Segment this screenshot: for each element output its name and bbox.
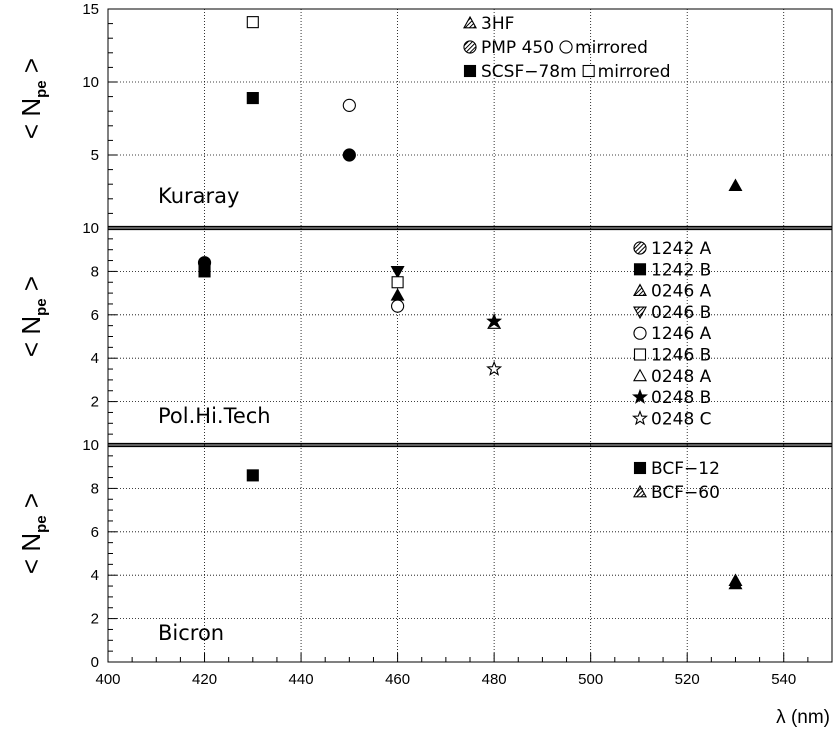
data-point	[391, 276, 404, 289]
legend-label: 1246 A	[651, 324, 712, 344]
x-axis-label: λ (nm)	[776, 707, 830, 728]
legend-marker	[633, 461, 647, 475]
data-point	[486, 360, 503, 376]
panel-name-label: Kuraray	[158, 184, 239, 208]
y-tick-label: 6	[91, 307, 99, 324]
legend-marker	[633, 263, 647, 276]
data-point	[342, 148, 356, 162]
y-tick-label: 4	[91, 567, 99, 584]
legend-label: BCF−12	[651, 459, 720, 479]
data-point	[342, 98, 356, 112]
data-point	[246, 469, 259, 482]
legend-label: 1242 B	[651, 260, 711, 280]
data-point	[246, 16, 259, 29]
y-tick-label: 8	[91, 480, 99, 497]
legend-label: 0248 B	[651, 388, 711, 408]
x-tick-label: 440	[289, 671, 314, 688]
legend-label: 0246 B	[651, 303, 711, 323]
panel-name-label: Pol.Hi.Tech	[158, 404, 271, 428]
y-tick-label: 0	[91, 654, 99, 671]
data-point	[390, 288, 405, 301]
legend-marker	[632, 410, 648, 426]
data-point	[728, 178, 743, 192]
legend-marker	[582, 64, 595, 78]
data-point	[391, 299, 405, 313]
legend-label: PMP 450	[481, 38, 554, 58]
y-axis-label: < Npe >	[16, 276, 50, 357]
legend-marker	[463, 15, 477, 29]
panel-kuraray: 5 10 15 < Npe > Kuraray 3HF PMP 450 mirrored SCS…	[16, 1, 833, 229]
x-tick-label: 400	[95, 671, 120, 688]
x-tick-label: 500	[578, 671, 603, 688]
y-tick-label: 10	[82, 74, 99, 91]
legend-label: mirrored	[575, 38, 648, 58]
legend-marker	[632, 388, 648, 404]
legend-label: mirrored	[598, 62, 671, 82]
data-point	[486, 312, 503, 329]
legend-label: 1242 A	[651, 239, 712, 259]
x-tick-label: 460	[385, 671, 410, 688]
panel-name-label: Bicron	[158, 621, 224, 645]
x-tick-label: 540	[771, 671, 796, 688]
legend-marker	[633, 326, 647, 340]
y-tick-label: 10	[82, 437, 99, 454]
legend-label: 0248 A	[651, 367, 712, 387]
legend-marker	[633, 283, 647, 296]
y-axis-label: < Npe >	[16, 493, 50, 574]
legend-marker	[633, 306, 647, 320]
y-tick-label: 10	[82, 220, 99, 237]
legend-marker	[633, 368, 647, 382]
data-point	[198, 265, 211, 278]
legend-marker	[633, 241, 647, 255]
x-tick-label: 480	[482, 671, 507, 688]
legend-marker	[633, 348, 647, 361]
legend-label: 0246 A	[651, 282, 712, 302]
data-point	[728, 573, 743, 587]
legend-marker	[559, 40, 573, 54]
y-tick-label: 2	[91, 394, 99, 411]
legend-label: 0248 C	[651, 409, 712, 429]
data-point	[246, 92, 259, 105]
panel-bicron: 0 2 4 6 8 10 < Npe > Bicron BCF−12 BCF−60 400 420 44…	[16, 437, 833, 728]
data-point	[390, 266, 405, 279]
legend-marker	[633, 484, 647, 498]
y-tick-label: 4	[91, 350, 99, 367]
legend-marker	[463, 64, 477, 78]
y-axis-label: < Npe >	[16, 58, 50, 139]
y-tick-label: 6	[91, 524, 99, 541]
legend-label: BCF−60	[651, 483, 720, 503]
legend-label: 1246 B	[651, 346, 711, 366]
x-tick-label: 420	[192, 671, 217, 688]
y-tick-label: 2	[91, 611, 99, 628]
x-tick-label: 520	[675, 671, 700, 688]
legend-label: 3HF	[481, 14, 514, 34]
legend-marker	[463, 40, 477, 54]
y-tick-label: 15	[82, 1, 99, 18]
y-tick-label: 5	[91, 147, 99, 164]
legend-label: SCSF−78m	[481, 62, 577, 82]
y-tick-label: 8	[91, 263, 99, 280]
